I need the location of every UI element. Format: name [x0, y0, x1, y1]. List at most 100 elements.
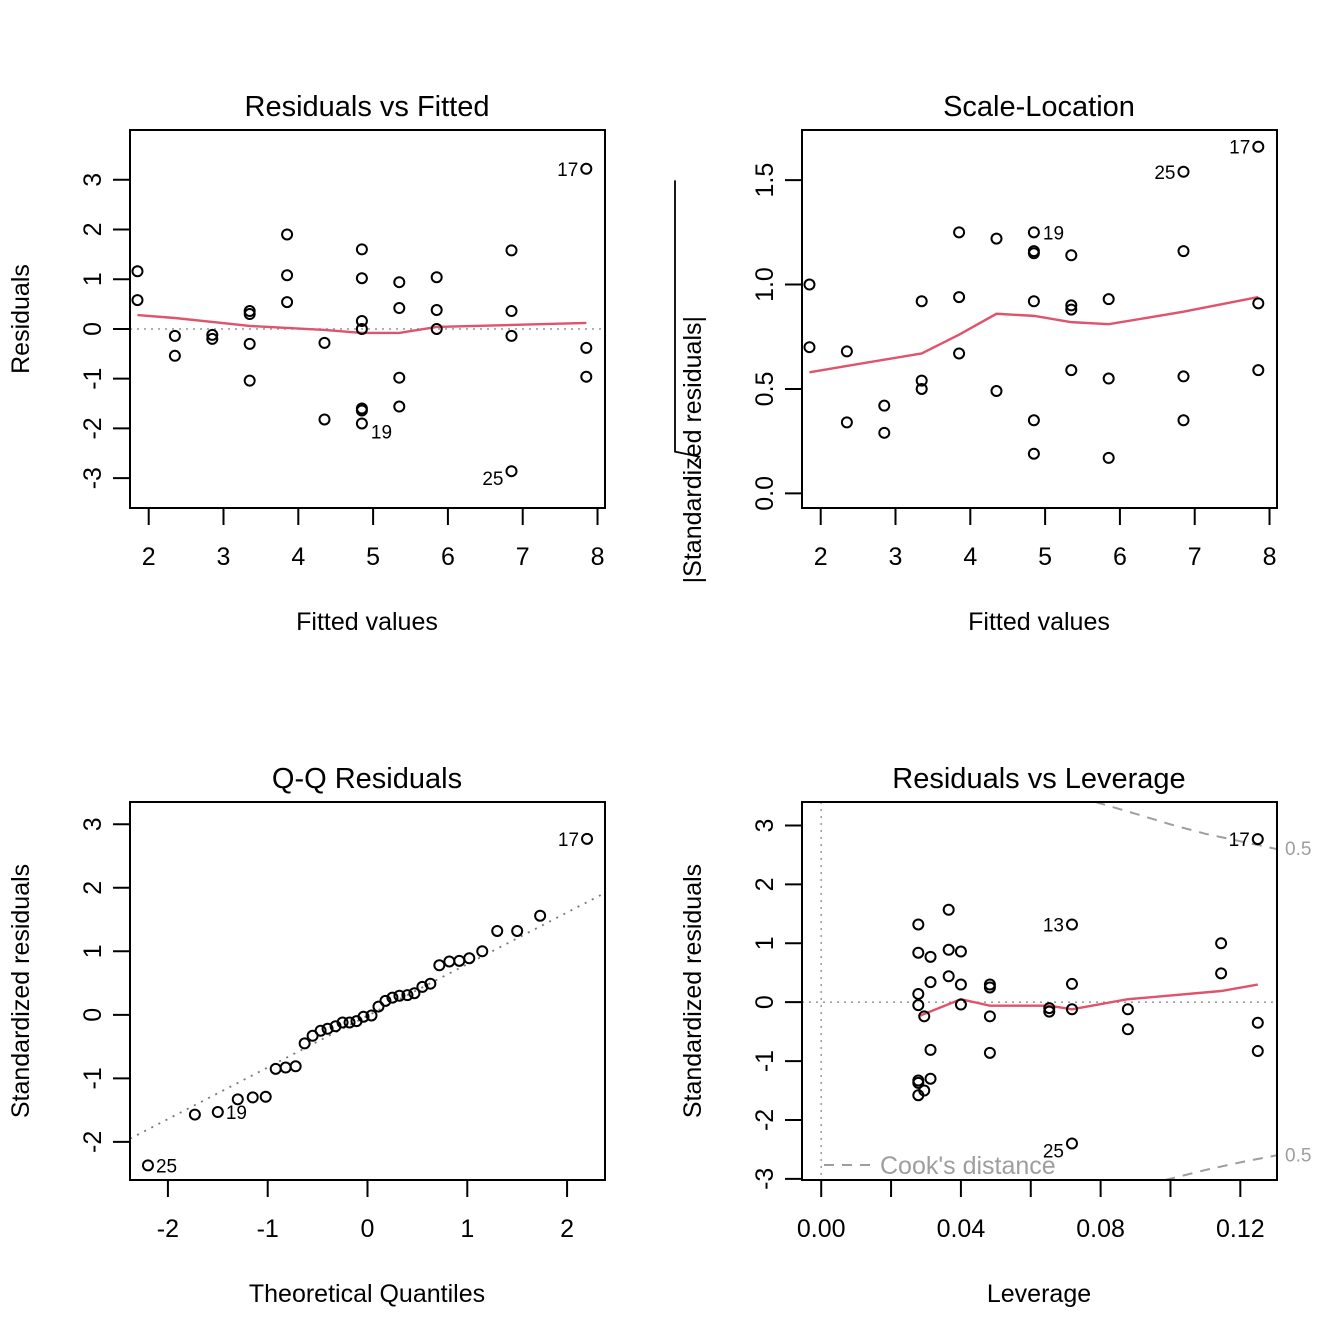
data-point: [355, 243, 368, 256]
data-point: [803, 278, 816, 291]
data-point: [1027, 447, 1040, 460]
data-point: [355, 314, 368, 327]
y-axis-label: Standardized residuals: [7, 864, 35, 1118]
data-point: [314, 1024, 327, 1037]
x-tick-label: 5: [366, 543, 380, 571]
data-point: [298, 1037, 311, 1050]
plot-frame: [129, 801, 606, 1181]
data-point: [505, 305, 518, 318]
y-tick-label: 1.5: [751, 163, 779, 198]
x-tick-label: 5: [1038, 543, 1052, 571]
y-tick-label: 0: [751, 995, 779, 1009]
x-tick-label: 3: [217, 543, 231, 571]
data-point: [990, 232, 1003, 245]
data-point: [505, 244, 518, 257]
data-point: [1177, 370, 1190, 383]
x-tick-label: -1: [257, 1215, 279, 1243]
x-tick-label: 2: [142, 543, 156, 571]
cooks-legend-label: Cook's distance: [880, 1152, 1056, 1180]
data-point: [1177, 414, 1190, 427]
data-point: [1027, 295, 1040, 308]
data-point: [954, 998, 967, 1011]
plot-frame: [801, 801, 1278, 1181]
y-axis-label: Standardized residuals: [679, 864, 707, 1118]
data-point: [1065, 977, 1078, 990]
data-point: [393, 400, 406, 413]
data-point: [168, 349, 181, 362]
data-point: [1251, 1016, 1264, 1029]
data-point: [1102, 372, 1115, 385]
data-point: [246, 1091, 259, 1104]
y-tick-label: 1: [79, 272, 107, 286]
data-point: [1102, 293, 1115, 306]
data-point: [243, 374, 256, 387]
data-point: [1065, 249, 1078, 262]
x-tick-label: 0.00: [797, 1215, 846, 1243]
data-point: [211, 1106, 224, 1119]
panel-title: Q-Q Residuals: [272, 763, 462, 795]
y-tick-label: 2: [751, 877, 779, 891]
point-label: 25: [482, 469, 503, 490]
data-point: [1065, 918, 1078, 931]
data-point: [206, 332, 219, 345]
data-point: [1065, 299, 1078, 312]
y-tick-label: 1: [79, 944, 107, 958]
data-point: [1215, 937, 1228, 950]
data-point: [924, 1043, 937, 1056]
data-point: [803, 341, 816, 354]
x-tick-label: 2: [814, 543, 828, 571]
data-point: [393, 989, 406, 1002]
data-point: [580, 370, 593, 383]
y-tick-label: -3: [751, 1168, 779, 1190]
point-label: 19: [371, 422, 392, 443]
data-point: [131, 294, 144, 307]
data-point: [1252, 364, 1265, 377]
data-point: [918, 1010, 931, 1023]
data-point: [1102, 451, 1115, 464]
data-point: [1215, 967, 1228, 980]
y-tick-label: 1: [751, 936, 779, 950]
data-point: [580, 341, 593, 354]
data-point: [318, 336, 331, 349]
data-point: [912, 1076, 925, 1089]
data-point: [1252, 140, 1265, 153]
data-point: [357, 1010, 370, 1023]
data-point: [511, 924, 524, 937]
point-label: 19: [226, 1103, 247, 1124]
x-tick-label: 0.12: [1216, 1215, 1265, 1243]
data-point: [430, 304, 443, 317]
x-tick-label: 2: [560, 1215, 574, 1243]
data-point: [453, 954, 466, 967]
point-label: 17: [1229, 830, 1250, 851]
x-axis-label: Theoretical Quantiles: [249, 1280, 485, 1308]
data-point: [424, 977, 437, 990]
data-point: [1251, 1045, 1264, 1058]
cooks-distance-contour-lower: [1164, 1154, 1277, 1180]
data-point: [231, 1093, 244, 1106]
y-tick-label: 2: [79, 223, 107, 237]
y-tick-label: 1.0: [751, 267, 779, 302]
y-tick-label: -1: [79, 368, 107, 390]
data-point: [942, 970, 955, 983]
data-point: [1177, 165, 1190, 178]
data-point: [281, 296, 294, 309]
data-point: [912, 946, 925, 959]
y-tick-label: 0.0: [751, 476, 779, 511]
data-point: [463, 952, 476, 965]
data-point: [954, 978, 967, 991]
data-point: [983, 1010, 996, 1023]
data-point: [408, 987, 421, 1000]
data-point: [1027, 226, 1040, 239]
data-point: [1121, 1023, 1134, 1036]
y-tick-label: 3: [751, 819, 779, 833]
data-point: [1043, 1005, 1056, 1018]
data-point: [1252, 297, 1265, 310]
data-point: [355, 322, 368, 335]
x-tick-label: 8: [1263, 543, 1277, 571]
plot-frame: [129, 129, 606, 509]
data-point: [581, 832, 594, 845]
data-point: [1251, 833, 1264, 846]
x-tick-label: 0.08: [1076, 1215, 1125, 1243]
data-point: [505, 465, 518, 478]
